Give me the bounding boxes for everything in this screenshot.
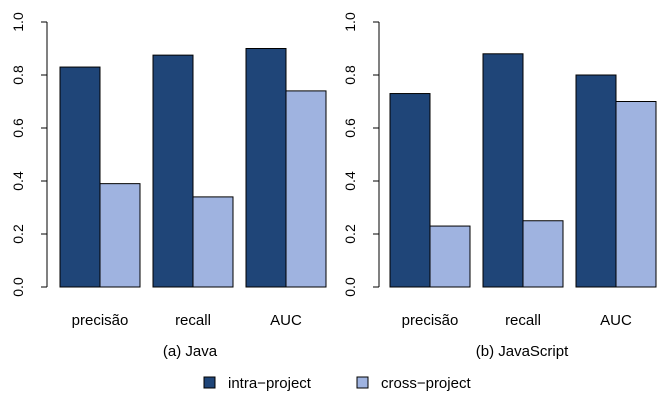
bar-cross-project: [522, 220, 564, 288]
x-category-label: AUC: [600, 312, 632, 329]
legend-label-cross-project: cross−project: [381, 375, 471, 392]
y-tick-label: 0.4: [342, 171, 358, 191]
y-tick-label: 0.4: [10, 171, 26, 191]
bar-cross-project: [285, 90, 327, 288]
x-category-label: recall: [175, 312, 211, 329]
legend: intra−project cross−project: [203, 375, 471, 392]
bar-intra-project: [575, 74, 617, 288]
bar-intra-project: [152, 54, 194, 288]
y-tick-label: 0.0: [10, 277, 26, 297]
panel-title-javascript: (b) JavaScript: [476, 343, 569, 360]
y-tick-label: 0.2: [342, 224, 358, 244]
legend-label-intra-project: intra−project: [228, 375, 312, 392]
y-tick-label: 0.8: [10, 65, 26, 85]
legend-swatch-intra-project: [203, 376, 216, 389]
y-tick-label: 0.6: [10, 118, 26, 138]
y-tick-label: 1.0: [10, 12, 26, 32]
x-category-label: AUC: [270, 312, 302, 329]
panel-javascript: (b) JavaScript 0.0 0.2 0.4 0.6 0.8 1.0 precisã…: [342, 12, 657, 360]
bar-intra-project: [482, 53, 524, 288]
bar-intra-project: [59, 66, 101, 288]
y-tick-label: 0.8: [342, 65, 358, 85]
panel-title-java: (a) Java: [163, 343, 218, 360]
legend-swatch-cross-project: [356, 376, 369, 389]
bar-cross-project: [429, 225, 471, 288]
x-category-label: precisão: [402, 312, 459, 329]
bar-intra-project: [389, 93, 431, 288]
bar-cross-project: [192, 196, 234, 288]
panel-java: (a) Java 0.0 0.2 0.4 0.6 0.8 1.0 precisão recal…: [10, 12, 327, 360]
y-tick-label: 0.0: [342, 277, 358, 297]
y-tick-label: 0.6: [342, 118, 358, 138]
y-tick-label: 1.0: [342, 12, 358, 32]
bar-intra-project: [245, 48, 287, 288]
bar-cross-project: [615, 101, 657, 288]
y-tick-label: 0.2: [10, 224, 26, 244]
x-category-label: recall: [505, 312, 541, 329]
x-category-label: precisão: [72, 312, 129, 329]
bar-cross-project: [99, 183, 141, 288]
